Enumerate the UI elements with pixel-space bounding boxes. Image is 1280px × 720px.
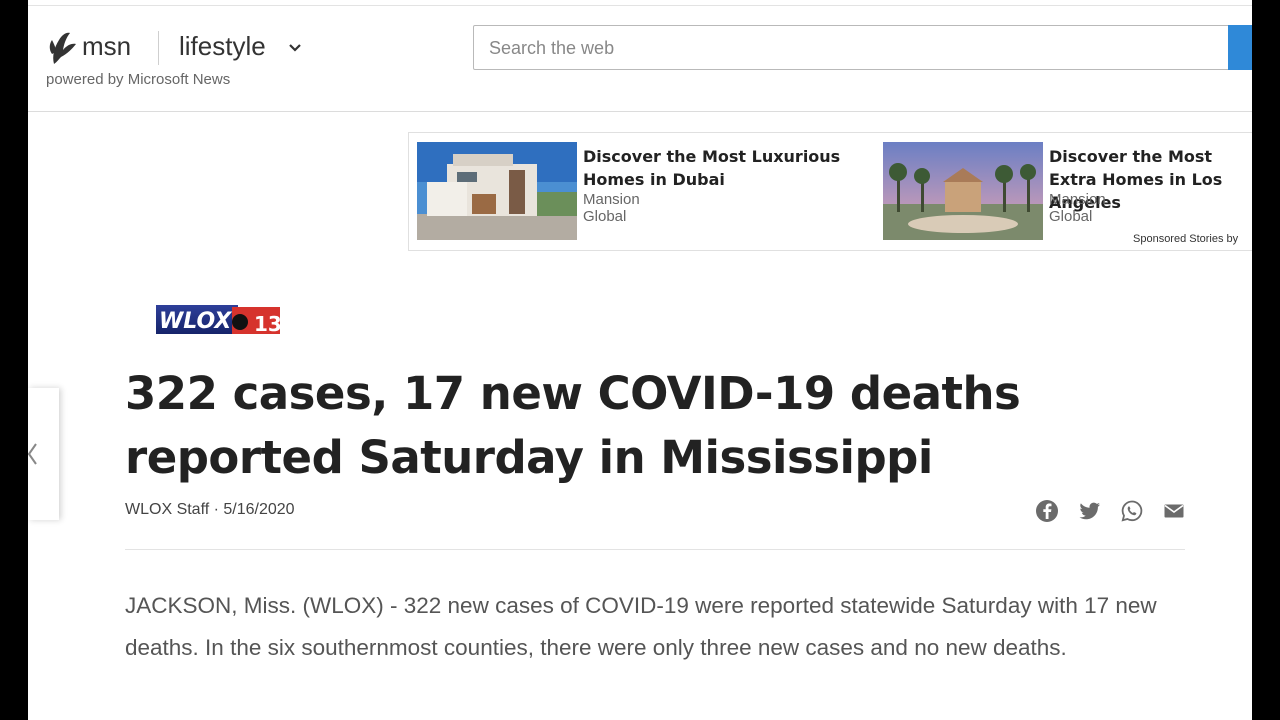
byline-divider bbox=[125, 549, 1185, 550]
search-button[interactable] bbox=[1228, 25, 1252, 70]
sponsored-item-title[interactable]: Discover the Most Luxurious Homes in Dub… bbox=[583, 147, 841, 189]
los-angeles-mansion-image[interactable] bbox=[883, 142, 1043, 240]
brand-separator bbox=[158, 31, 159, 65]
wlox-logo-number: 13 bbox=[254, 312, 280, 334]
previous-article-tab[interactable] bbox=[28, 388, 59, 520]
top-border bbox=[28, 5, 1252, 6]
article-byline: WLOX Staff · 5/16/2020 bbox=[125, 501, 295, 518]
search-box[interactable]: Search the web bbox=[473, 25, 1252, 70]
sponsored-label[interactable]: Sponsored Stories by bbox=[1133, 233, 1239, 245]
sponsored-item-source: Mansion Global bbox=[1049, 191, 1106, 225]
powered-by-text: powered by Microsoft News bbox=[46, 71, 231, 88]
whatsapp-icon[interactable] bbox=[1120, 499, 1144, 523]
sponsored-item-source: Mansion Global bbox=[583, 191, 640, 225]
brand-name[interactable]: msn bbox=[82, 31, 132, 61]
site-header: msn lifestyle powered by Microsoft News … bbox=[28, 6, 1252, 112]
msn-butterfly-icon[interactable] bbox=[46, 30, 80, 66]
page: msn lifestyle powered by Microsoft News … bbox=[28, 0, 1252, 720]
email-icon[interactable] bbox=[1162, 499, 1186, 523]
chevron-left-icon[interactable] bbox=[28, 442, 38, 466]
chevron-down-icon[interactable] bbox=[288, 42, 302, 54]
article-headline: 322 cases, 17 new COVID-19 deaths report… bbox=[125, 367, 1021, 484]
sponsored-stories: Discover the Most Luxurious Homes in Dub… bbox=[408, 132, 1252, 251]
search-input[interactable]: Search the web bbox=[489, 38, 615, 58]
article-body: JACKSON, Miss. (WLOX) - 322 new cases of… bbox=[125, 593, 1157, 660]
section-menu[interactable]: lifestyle bbox=[179, 31, 266, 61]
twitter-icon[interactable] bbox=[1078, 499, 1102, 523]
dubai-mansion-image[interactable] bbox=[417, 142, 577, 240]
sponsored-item-title[interactable]: Discover the Most Extra Homes in Los Ang… bbox=[1049, 147, 1223, 212]
wlox-logo-text: WLOX bbox=[159, 309, 232, 334]
wlox-logo[interactable]: WLOX 13 bbox=[156, 305, 280, 334]
facebook-icon[interactable] bbox=[1035, 499, 1059, 523]
